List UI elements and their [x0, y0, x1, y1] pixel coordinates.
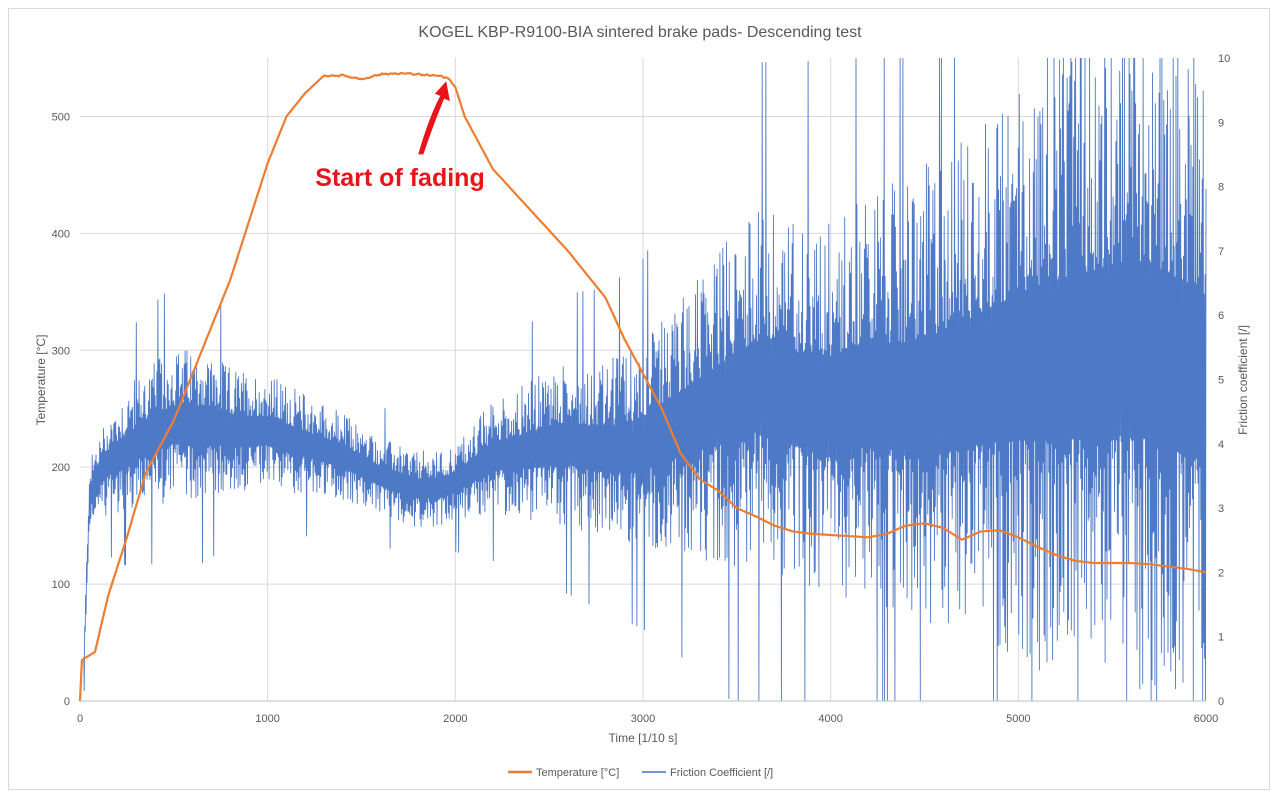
friction-series — [83, 57, 1207, 702]
y2-tick-label: 0 — [1218, 696, 1224, 708]
x-tick-label: 6000 — [1194, 713, 1218, 725]
y-tick-label: 300 — [52, 345, 70, 357]
y-axis-label: Temperature [°C] — [34, 335, 48, 426]
y2-tick-label: 3 — [1218, 503, 1224, 515]
y2-axis-label: Friction coefficient [/] — [1236, 325, 1250, 435]
legend: Temperature [°C] Friction Coefficient [/… — [508, 767, 773, 779]
friction-line — [83, 57, 1207, 702]
temperature-line — [78, 71, 1207, 702]
temperature-series — [78, 71, 1207, 702]
y2-tick-label: 9 — [1218, 117, 1224, 129]
y2-tick-label: 8 — [1218, 182, 1224, 194]
y-tick-label: 100 — [52, 579, 70, 591]
y2-axis-ticks: 0 1 2 3 4 5 6 7 8 9 10 — [1218, 53, 1230, 708]
legend-label-temperature: Temperature [°C] — [536, 767, 619, 779]
y2-tick-label: 10 — [1218, 53, 1230, 65]
fading-annotation: Start of fading — [315, 81, 485, 192]
chart-title: KOGEL KBP-R9100-BIA sintered brake pads-… — [418, 24, 862, 41]
y-tick-label: 500 — [52, 111, 70, 123]
x-tick-label: 4000 — [818, 713, 842, 725]
legend-label-friction: Friction Coefficient [/] — [670, 767, 773, 779]
y2-tick-label: 5 — [1218, 375, 1224, 387]
y-tick-label: 400 — [52, 228, 70, 240]
y2-tick-label: 6 — [1218, 310, 1224, 322]
x-tick-label: 5000 — [1006, 713, 1030, 725]
y2-tick-label: 1 — [1218, 632, 1224, 644]
y-tick-label: 0 — [64, 696, 70, 708]
y-tick-label: 200 — [52, 462, 70, 474]
y2-tick-label: 4 — [1218, 439, 1224, 451]
y2-tick-label: 2 — [1218, 567, 1224, 579]
x-tick-label: 1000 — [255, 713, 279, 725]
annotation-text: Start of fading — [315, 164, 484, 192]
x-axis-label: Time [1/10 s] — [609, 731, 678, 745]
x-tick-label: 0 — [77, 713, 83, 725]
annotation-arrow-icon — [418, 81, 450, 155]
x-tick-label: 3000 — [631, 713, 655, 725]
x-axis-ticks: 0 1000 2000 3000 4000 5000 6000 — [77, 713, 1218, 725]
y2-tick-label: 7 — [1218, 246, 1224, 258]
x-tick-label: 2000 — [443, 713, 467, 725]
y-axis-ticks: 0 100 200 300 400 500 — [52, 111, 70, 708]
